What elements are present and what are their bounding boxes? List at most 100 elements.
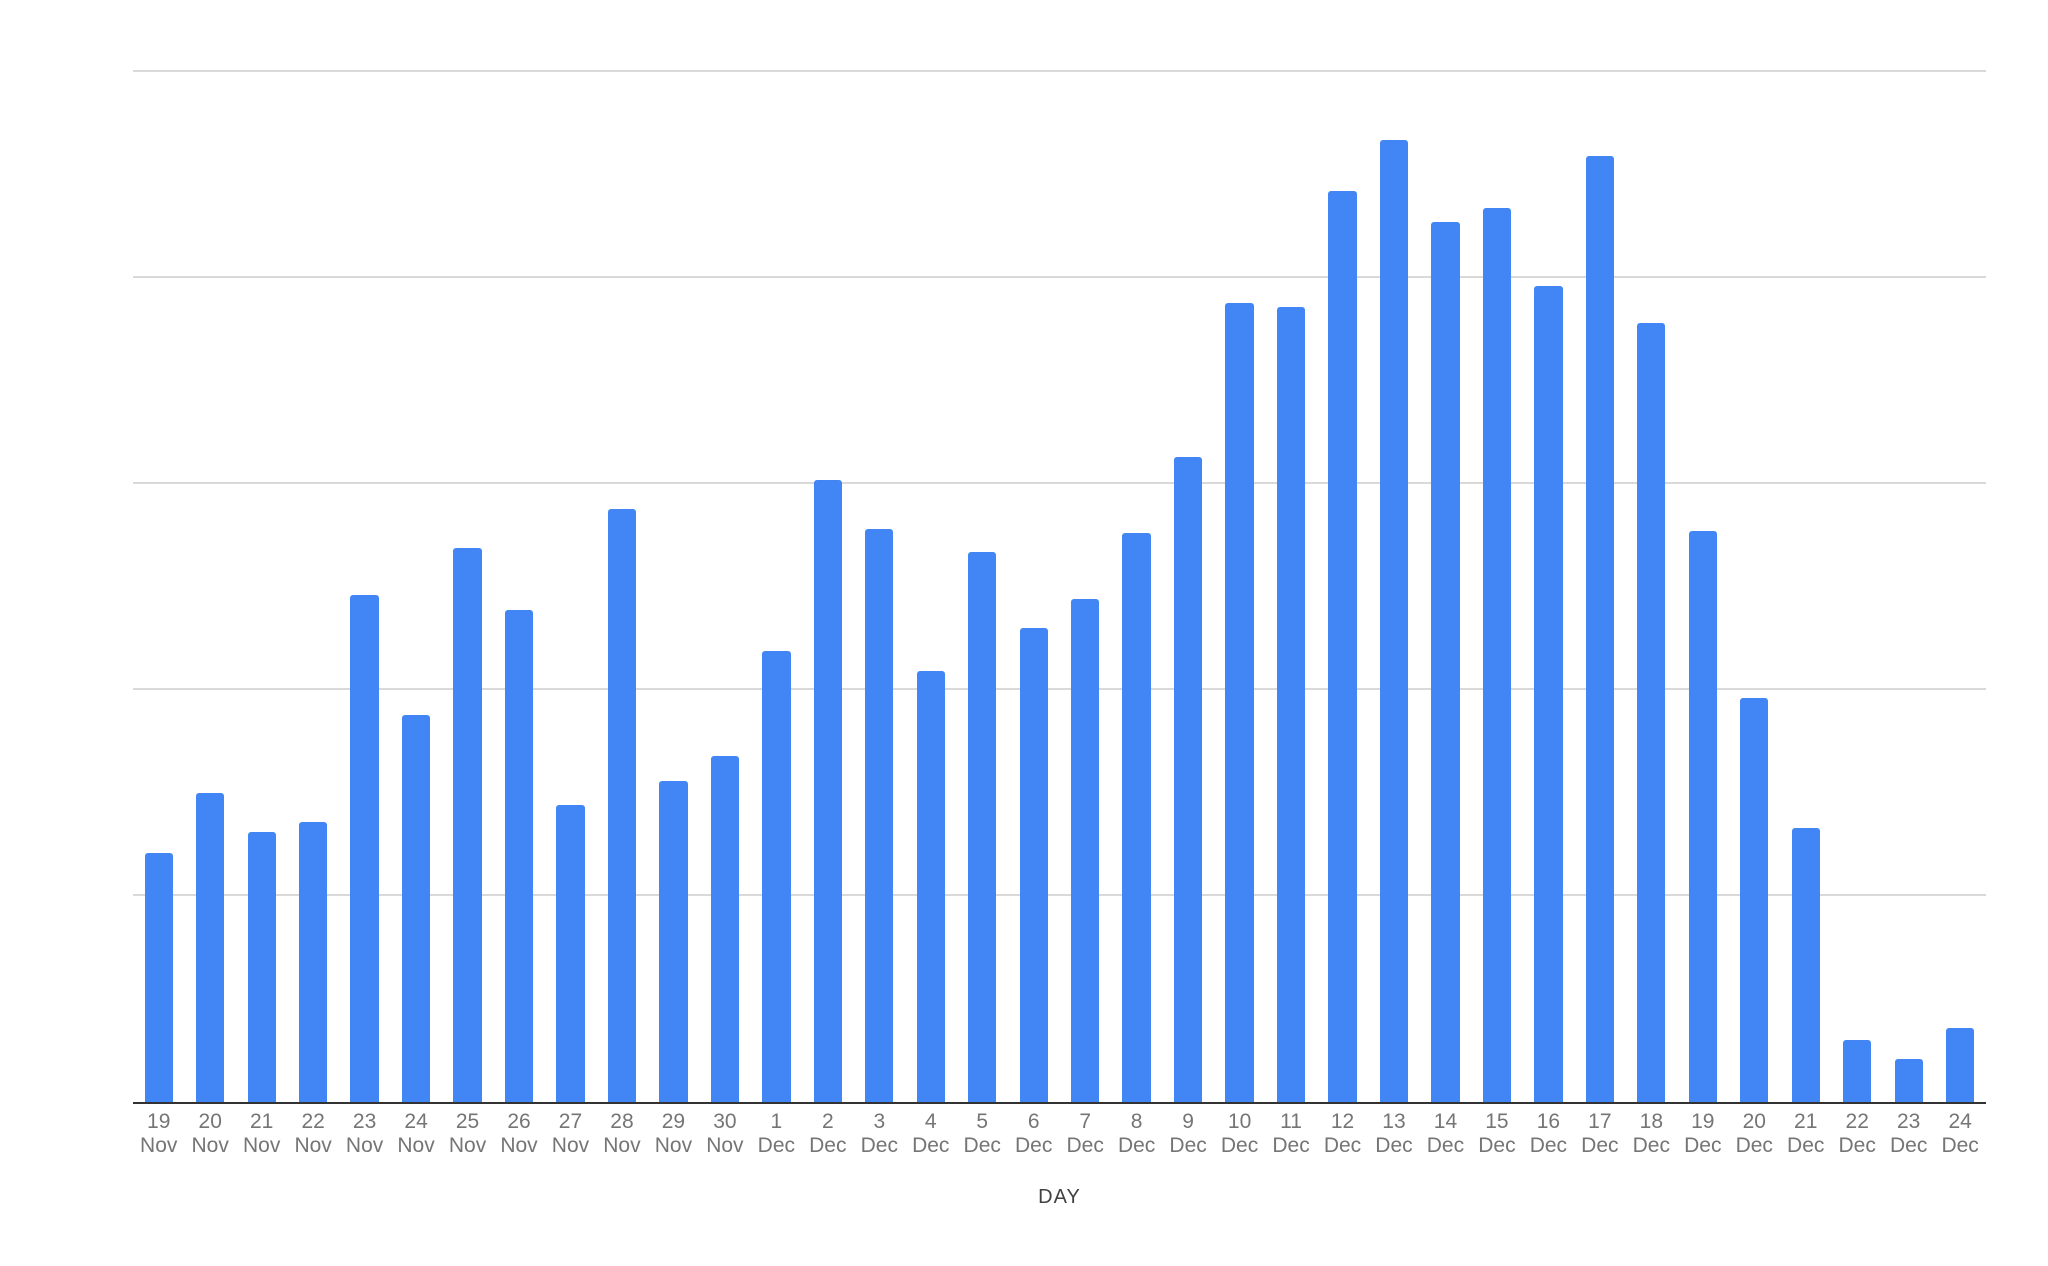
bar[interactable] (916, 671, 945, 1102)
bar-slot (1471, 41, 1522, 1102)
bar[interactable] (1019, 628, 1048, 1102)
x-tick-label: 1 Dec (757, 1110, 796, 1157)
bar[interactable] (1791, 828, 1820, 1102)
x-tick-label: 8 Dec (1117, 1110, 1156, 1157)
gridline (133, 481, 1986, 484)
bar-slot (1677, 41, 1728, 1102)
bar[interactable] (1894, 1058, 1923, 1102)
x-tick-label: 15 Dec (1478, 1110, 1516, 1157)
bar-slot (1162, 41, 1213, 1102)
x-tick-label: 14 Dec (1426, 1110, 1465, 1157)
bar[interactable] (1740, 698, 1769, 1102)
bar-slot (1883, 41, 1934, 1102)
x-tick-label: 30 Nov (706, 1110, 744, 1157)
bar-slot (442, 41, 493, 1102)
x-tick-label: 12 Dec (1323, 1110, 1362, 1157)
bar[interactable] (196, 792, 225, 1102)
x-tick-label: 20 Dec (1735, 1110, 1773, 1157)
plot-area (133, 41, 1986, 1104)
gridline (133, 275, 1986, 278)
bars-container (133, 41, 1986, 1102)
bar[interactable] (1071, 599, 1100, 1102)
bar-slot (1934, 41, 1985, 1102)
x-tick-label: 26 Nov (500, 1110, 538, 1157)
x-tick-label: 9 Dec (1169, 1110, 1207, 1157)
bar[interactable] (1482, 207, 1512, 1102)
bar[interactable] (1225, 302, 1254, 1102)
x-tick-label: 27 Nov (551, 1110, 590, 1157)
x-tick-label: 17 Dec (1581, 1110, 1619, 1157)
bar-slot (1831, 41, 1882, 1102)
bar[interactable] (1688, 531, 1717, 1102)
bar-slot (854, 41, 905, 1102)
bar-slot (1368, 41, 1419, 1102)
bar[interactable] (144, 852, 173, 1102)
bar-slot (236, 41, 287, 1102)
x-tick-label: 4 Dec (912, 1110, 950, 1157)
bar-slot (1729, 41, 1780, 1102)
gridline (133, 687, 1986, 690)
x-tick-label: 19 Nov (140, 1110, 178, 1157)
bar-slot (802, 41, 853, 1102)
bar[interactable] (1585, 156, 1614, 1102)
bar-slot (1626, 41, 1677, 1102)
bar[interactable] (1431, 222, 1460, 1102)
bar[interactable] (1328, 191, 1357, 1102)
bar[interactable] (607, 508, 637, 1102)
bar[interactable] (1173, 457, 1203, 1102)
bar[interactable] (1379, 139, 1409, 1102)
bar[interactable] (1122, 533, 1151, 1102)
bar[interactable] (504, 609, 534, 1102)
bar[interactable] (659, 780, 688, 1102)
x-tick-label: 13 Dec (1375, 1110, 1413, 1157)
bar-slot (493, 41, 544, 1102)
bar[interactable] (247, 832, 276, 1102)
bar-slot (545, 41, 596, 1102)
x-tick-label: 25 Nov (448, 1110, 487, 1157)
bar-slot (287, 41, 338, 1102)
bar[interactable] (1534, 286, 1563, 1102)
bar[interactable] (350, 595, 379, 1102)
x-axis-title: DAY (1038, 1186, 1081, 1208)
bar[interactable] (298, 821, 328, 1102)
bar[interactable] (453, 547, 482, 1102)
bar-slot (1111, 41, 1162, 1102)
x-tick-label: 22 Nov (294, 1110, 332, 1157)
bar-slot (648, 41, 699, 1102)
bar-slot (699, 41, 750, 1102)
x-axis-line (133, 1102, 1986, 1104)
bar-slot (1523, 41, 1574, 1102)
bar[interactable] (556, 805, 585, 1102)
x-tick-label: 29 Nov (654, 1110, 693, 1157)
bar[interactable] (762, 650, 791, 1102)
bar[interactable] (968, 551, 997, 1102)
x-tick-label: 7 Dec (1066, 1110, 1104, 1157)
x-tick-label: 16 Dec (1529, 1110, 1568, 1157)
bar-slot (751, 41, 802, 1102)
x-tick-label: 19 Dec (1684, 1110, 1722, 1157)
bar-slot (1214, 41, 1265, 1102)
x-tick-label: 5 Dec (963, 1110, 1001, 1157)
bar[interactable] (1843, 1040, 1872, 1102)
bar[interactable] (1945, 1027, 1975, 1102)
x-tick-label: 21 Nov (242, 1110, 281, 1157)
x-tick-label: 6 Dec (1015, 1110, 1053, 1157)
x-axis-tick-labels: 19 Nov 20 Nov 21 Nov 22 Nov 23 Nov 24 Nov 25 Nov 26 Nov… (133, 1110, 1986, 1158)
bar[interactable] (865, 529, 894, 1102)
x-tick-label: 10 Dec (1220, 1110, 1259, 1157)
bar-slot (1265, 41, 1316, 1102)
x-tick-label: 3 Dec (860, 1110, 898, 1157)
bar-slot (1317, 41, 1368, 1102)
bar-slot (1780, 41, 1831, 1102)
gridline (133, 69, 1986, 72)
bar[interactable] (401, 714, 431, 1102)
bar-slot (390, 41, 441, 1102)
bar[interactable] (1276, 306, 1306, 1102)
bar[interactable] (1637, 323, 1666, 1102)
bar[interactable] (710, 755, 740, 1102)
x-tick-label: 18 Dec (1632, 1110, 1670, 1157)
x-tick-label: 11 Dec (1272, 1110, 1310, 1157)
bar[interactable] (813, 479, 842, 1102)
x-tick-label: 28 Nov (603, 1110, 641, 1157)
bar-slot (184, 41, 235, 1102)
